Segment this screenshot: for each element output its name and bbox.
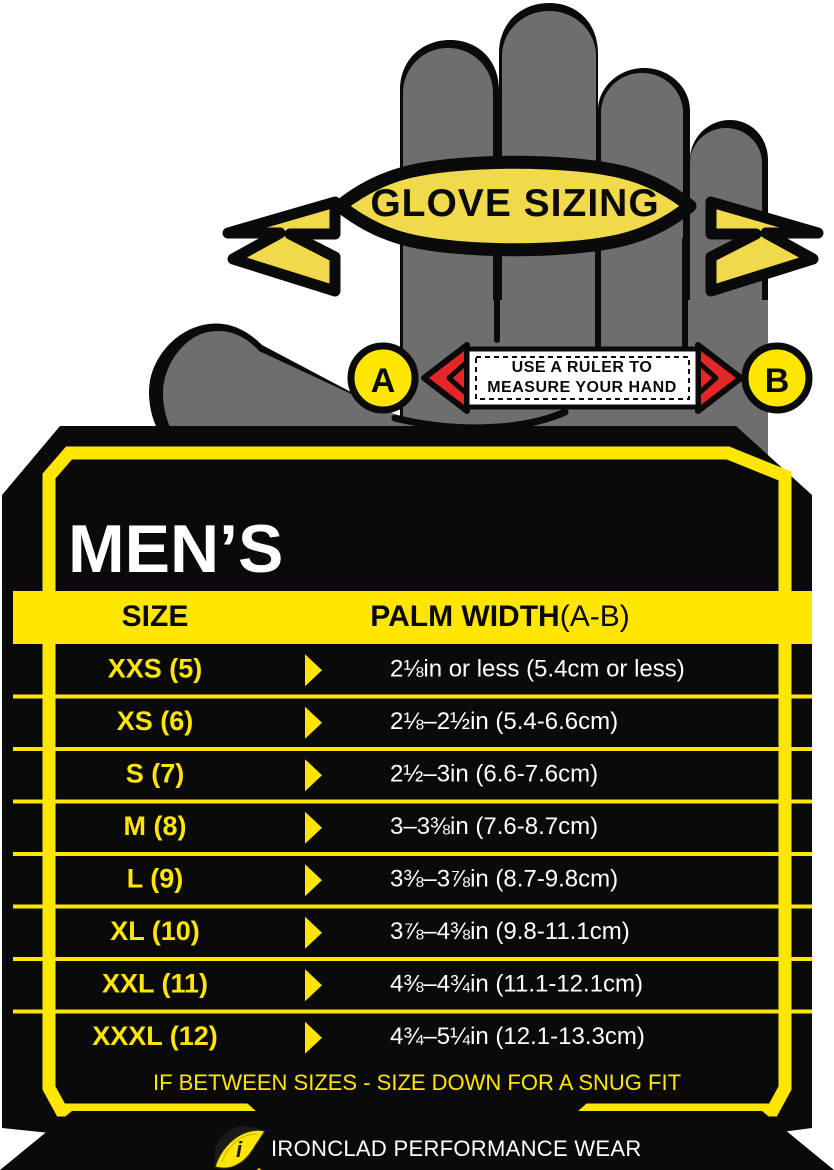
svg-text:A: A — [371, 362, 396, 400]
svg-text:3⅞–4⅜in (9.8-11.1cm): 3⅞–4⅜in (9.8-11.1cm) — [390, 918, 630, 945]
svg-text:GLOVE SIZING: GLOVE SIZING — [370, 182, 659, 225]
svg-text:4⅜–4¾in (11.1-12.1cm): 4⅜–4¾in (11.1-12.1cm) — [390, 971, 643, 998]
svg-text:SIZE: SIZE — [122, 600, 189, 633]
svg-text:XL (10): XL (10) — [110, 916, 200, 946]
svg-text:2⅛–2½in (5.4-6.6cm): 2⅛–2½in (5.4-6.6cm) — [390, 708, 618, 735]
svg-text:S (7): S (7) — [126, 758, 185, 788]
svg-text:XXXL (12): XXXL (12) — [92, 1021, 218, 1051]
svg-text:XXS (5): XXS (5) — [108, 653, 203, 683]
svg-text:i: i — [236, 1137, 243, 1162]
svg-text:4¾–5¼in (12.1-13.3cm): 4¾–5¼in (12.1-13.3cm) — [390, 1023, 645, 1050]
svg-text:3–3⅜in (7.6-8.7cm): 3–3⅜in (7.6-8.7cm) — [390, 813, 598, 840]
svg-text:2⅛in or less (5.4cm or less): 2⅛in or less (5.4cm or less) — [390, 656, 685, 683]
svg-text:L (9): L (9) — [127, 863, 184, 893]
svg-text:PALM WIDTH(A-B): PALM WIDTH(A-B) — [370, 600, 629, 633]
svg-text:2½–3in (6.6-7.6cm): 2½–3in (6.6-7.6cm) — [390, 761, 598, 788]
svg-text:B: B — [765, 362, 790, 400]
svg-text:3⅜–3⅞in (8.7-9.8cm): 3⅜–3⅞in (8.7-9.8cm) — [390, 866, 618, 893]
svg-text:XXL (11): XXL (11) — [102, 968, 208, 998]
svg-text:USE A RULER TO: USE A RULER TO — [512, 359, 653, 376]
svg-text:M (8): M (8) — [124, 811, 187, 841]
svg-text:IF BETWEEN SIZES - SIZE DOWN F: IF BETWEEN SIZES - SIZE DOWN FOR A SNUG … — [153, 1070, 681, 1095]
svg-text:MEASURE YOUR HAND: MEASURE YOUR HAND — [487, 379, 677, 396]
svg-text:XS (6): XS (6) — [117, 706, 194, 736]
svg-text:MEN’S: MEN’S — [68, 511, 283, 587]
svg-text:IRONCLAD PERFORMANCE WEAR: IRONCLAD PERFORMANCE WEAR — [271, 1136, 642, 1161]
